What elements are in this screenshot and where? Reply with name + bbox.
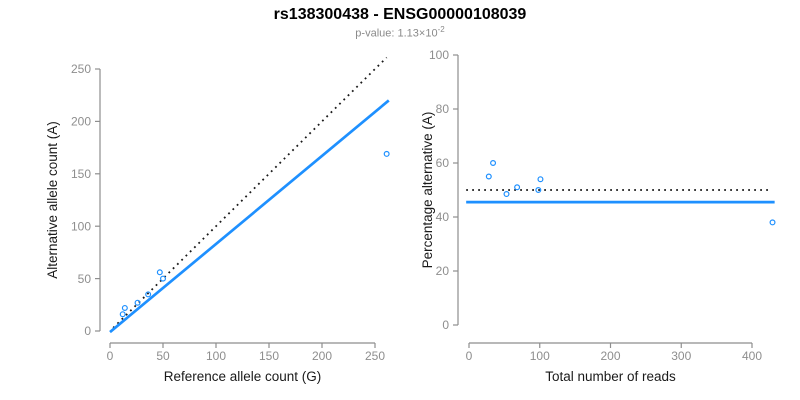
x-tick-label: 100 <box>530 349 550 363</box>
identity-line <box>112 56 388 329</box>
x-tick-label: 250 <box>365 349 385 363</box>
x-tick-label: 200 <box>312 349 332 363</box>
pvalue-text: p-value: 1.13×10 <box>355 27 438 40</box>
data-point <box>121 304 128 311</box>
data-point <box>485 173 492 180</box>
data-point <box>514 184 521 191</box>
data-point <box>537 176 544 183</box>
data-point <box>503 191 510 198</box>
data-point <box>145 291 152 298</box>
figure-subtitle: p-value: 1.13×10-2 <box>0 25 800 40</box>
data-point <box>134 299 141 306</box>
x-tick-label: 400 <box>742 349 762 363</box>
data-point <box>383 150 390 157</box>
y-tick-label: 250 <box>71 62 91 76</box>
y-tick-label: 0 <box>84 324 91 338</box>
x-axis-title: Total number of reads <box>545 369 676 384</box>
x-tick-label: 0 <box>466 349 473 363</box>
y-tick-label: 100 <box>429 48 449 62</box>
x-tick-label: 100 <box>206 349 226 363</box>
data-point <box>160 275 167 282</box>
data-point <box>769 219 776 226</box>
data-point <box>156 269 163 276</box>
data-point <box>119 311 126 318</box>
figure-title: rs138300438 - ENSG00000108039 <box>273 6 527 23</box>
percentage-reads-scatter-plot: 0 20 40 60 80 100 0 100 200 300 400 Total number of… <box>420 48 776 384</box>
data-point <box>535 187 542 194</box>
pvalue-exponent: -2 <box>437 25 445 34</box>
y-axis-title: Alternative allele count (A) <box>45 121 60 279</box>
y-tick-label: 0 <box>442 318 449 332</box>
data-point <box>490 159 497 166</box>
y-tick-label: 80 <box>436 102 450 116</box>
y-tick-label: 150 <box>71 167 91 181</box>
y-tick-label: 60 <box>436 156 450 170</box>
fit-line <box>109 99 390 334</box>
y-axis-title: Percentage alternative (A) <box>420 112 435 269</box>
x-axis-title: Reference allele count (G) <box>164 369 322 384</box>
y-tick-label: 100 <box>71 219 91 233</box>
y-tick-label: 50 <box>78 272 92 286</box>
y-tick-label: 20 <box>436 264 450 278</box>
allele-count-scatter-plot: 0 50 100 150 200 250 0 50 100 150 200 250 Reference … <box>45 56 390 384</box>
x-tick-label: 200 <box>600 349 620 363</box>
x-tick-label: 0 <box>107 349 114 363</box>
x-tick-label: 300 <box>671 349 691 363</box>
y-tick-label: 40 <box>436 210 450 224</box>
x-tick-label: 150 <box>259 349 279 363</box>
y-tick-label: 200 <box>71 115 91 129</box>
x-tick-label: 50 <box>156 349 170 363</box>
